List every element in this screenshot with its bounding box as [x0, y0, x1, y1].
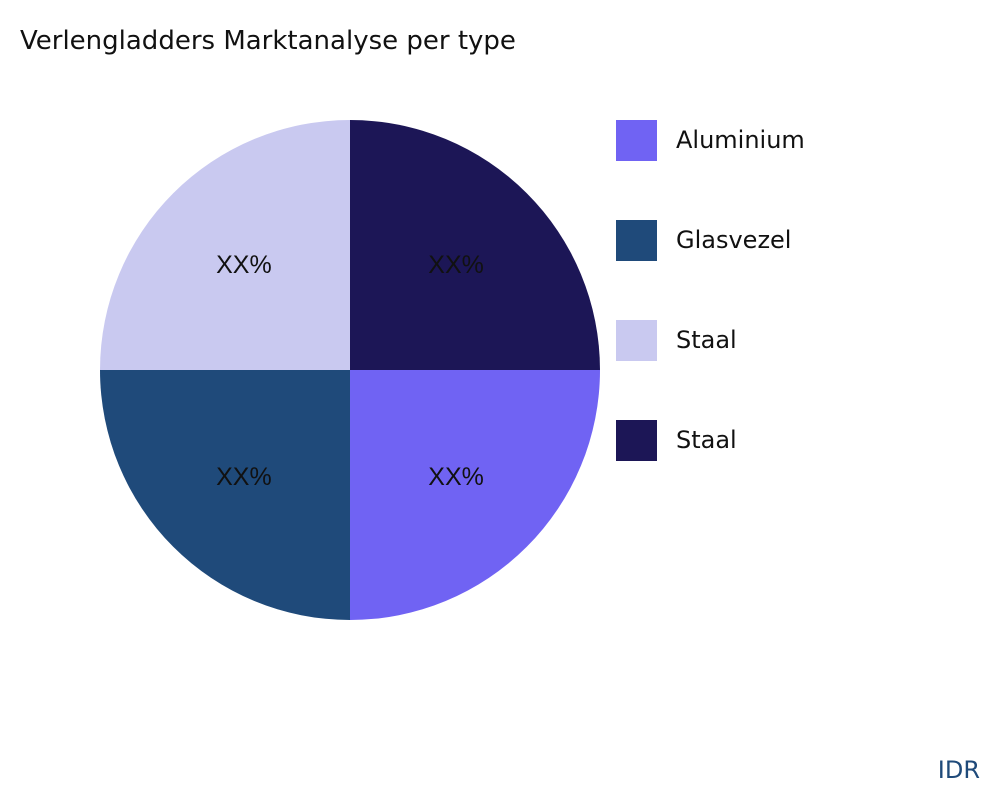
legend-item[interactable]: Aluminium: [616, 119, 805, 161]
pie-slice-2: [100, 120, 350, 370]
legend-item[interactable]: Staal: [616, 319, 737, 361]
legend-swatch: [616, 319, 657, 361]
slice-data-label: XX%: [428, 251, 484, 279]
legend-swatch: [616, 119, 657, 161]
slice-data-label: XX%: [216, 463, 272, 491]
legend-label: Aluminium: [676, 126, 805, 154]
legend-label: Staal: [676, 426, 737, 454]
legend-label: Staal: [676, 326, 737, 354]
legend-item[interactable]: Staal: [616, 419, 737, 461]
legend-label: Glasvezel: [676, 226, 792, 254]
chart-title: Verlengladders Marktanalyse per type: [20, 26, 516, 56]
pie-slice-0: [350, 370, 600, 620]
pie-slice-1: [100, 370, 350, 620]
pie-slice-3: [350, 120, 600, 370]
legend-swatch: [616, 419, 657, 461]
slice-data-label: XX%: [216, 251, 272, 279]
brand-label: IDR: [937, 756, 980, 784]
legend-item[interactable]: Glasvezel: [616, 219, 792, 261]
slice-data-label: XX%: [428, 463, 484, 491]
legend-swatch: [616, 219, 657, 261]
